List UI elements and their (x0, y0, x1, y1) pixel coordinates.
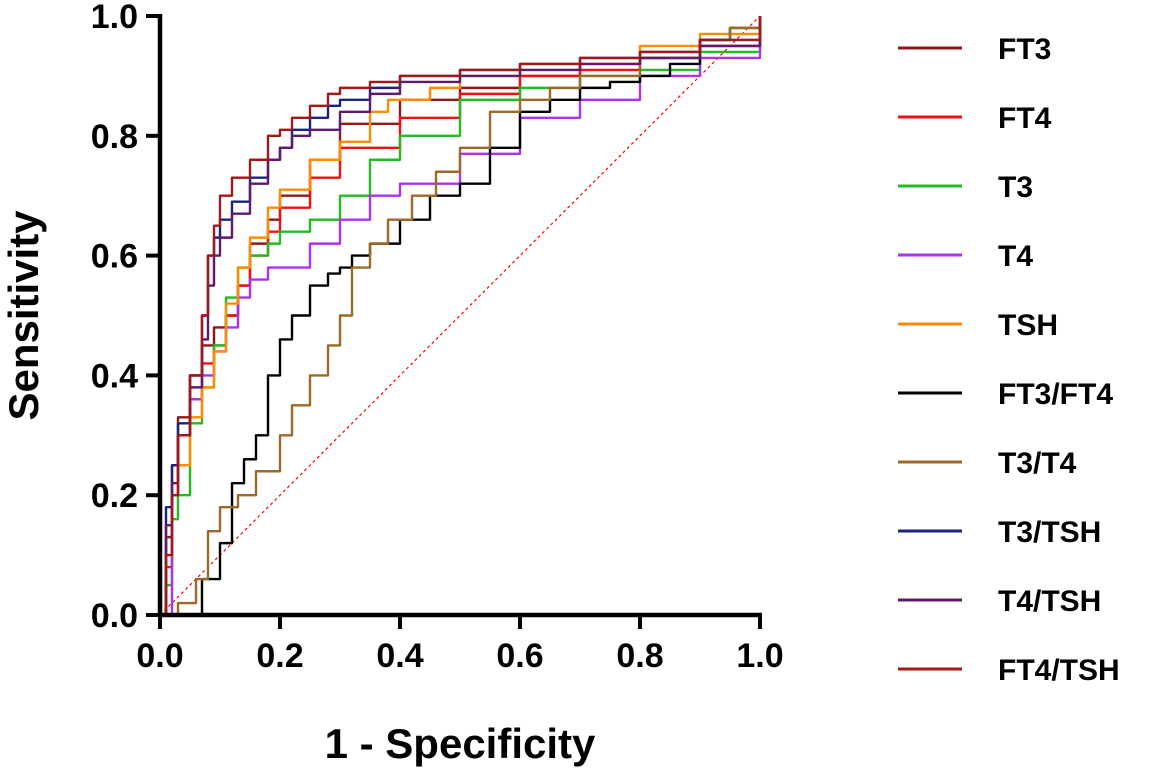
legend-label-ft4-tsh: FT4/TSH (998, 654, 1120, 687)
legend-label-t3: T3 (998, 171, 1033, 204)
series-line-t3-t4 (160, 16, 762, 617)
x-tick-label: 0.6 (496, 637, 543, 675)
legend-label-t4: T4 (998, 240, 1033, 273)
x-axis-title: 1 - Specificity (325, 720, 596, 767)
legend-label-ft3-ft4: FT3/FT4 (998, 378, 1113, 411)
legend-label-ft3: FT3 (998, 33, 1051, 66)
legend-label-t4-tsh: T4/TSH (998, 585, 1101, 618)
legend: FT3 FT4 T3 T4 TSH FT3/FT4 T3/T4 T3/TSH T4/TSH FT4… (898, 33, 1120, 687)
y-tick-label: 0.4 (91, 357, 138, 395)
x-tick-label: 1.0 (736, 637, 783, 675)
legend-label-ft4: FT4 (998, 102, 1052, 135)
y-tick-label: 0.2 (91, 477, 138, 515)
x-tick-label: 0.8 (616, 637, 663, 675)
y-tick-label: 0.0 (91, 597, 138, 635)
y-axis-title: Sensitivity (0, 210, 47, 421)
y-tick-label: 1.0 (91, 0, 138, 36)
series-line-ft4-tsh (160, 16, 762, 617)
legend-label-tsh: TSH (998, 309, 1058, 342)
x-tick-label: 0.0 (136, 637, 183, 675)
series-layer (160, 16, 762, 617)
x-tick-label: 0.4 (376, 637, 423, 675)
axes-layer: 0.0 0.2 0.4 0.6 0.8 1.0 0.0 0.2 0.4 0.6 0.8 1.0 (91, 0, 784, 675)
legend-label-t3-t4: T3/T4 (998, 447, 1077, 480)
y-tick-label: 0.6 (91, 238, 138, 276)
legend-label-t3-tsh: T3/TSH (998, 516, 1101, 549)
y-tick-label: 0.8 (91, 118, 138, 156)
x-tick-label: 0.2 (256, 637, 303, 675)
